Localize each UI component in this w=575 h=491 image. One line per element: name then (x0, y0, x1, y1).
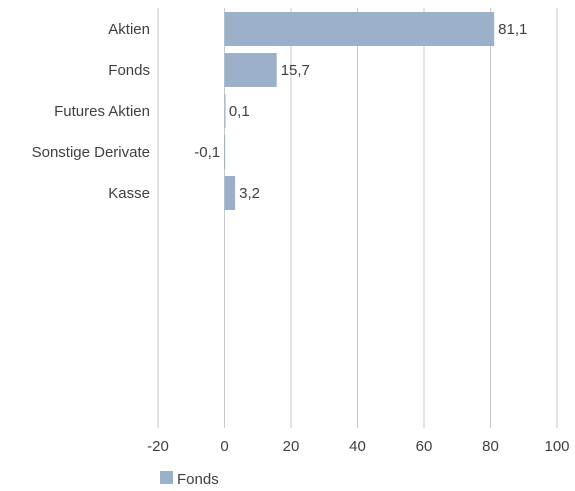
category-label: Aktien (108, 21, 150, 38)
bar (224, 12, 495, 46)
x-tick-label: 20 (283, 438, 300, 455)
label-layer: -20 0 20 40 60 80 100 Aktien 81,1 Fonds 15,7 Future… (32, 21, 570, 455)
bar (224, 94, 226, 128)
value-label: 15,7 (281, 62, 310, 79)
legend-swatch (160, 471, 173, 484)
legend: Fonds (160, 471, 219, 488)
bar (224, 135, 226, 169)
bar (224, 176, 236, 210)
x-tick-label: 0 (220, 438, 228, 455)
category-label: Sonstige Derivate (32, 144, 150, 161)
x-tick-label: 80 (482, 438, 499, 455)
value-label: 3,2 (239, 185, 260, 202)
value-label: 0,1 (229, 103, 250, 120)
category-label: Fonds (108, 62, 150, 79)
category-label: Kasse (108, 185, 150, 202)
x-tick-label: -20 (147, 438, 169, 455)
bar (224, 53, 277, 87)
legend-label: Fonds (177, 471, 219, 488)
x-tick-label: 60 (416, 438, 433, 455)
category-label: Futures Aktien (54, 103, 150, 120)
value-label: 81,1 (498, 21, 527, 38)
bar-layer (224, 12, 495, 210)
value-label: -0,1 (194, 144, 220, 161)
grid-layer (157, 8, 558, 428)
x-tick-label: 40 (349, 438, 366, 455)
x-tick-label: 100 (544, 438, 569, 455)
